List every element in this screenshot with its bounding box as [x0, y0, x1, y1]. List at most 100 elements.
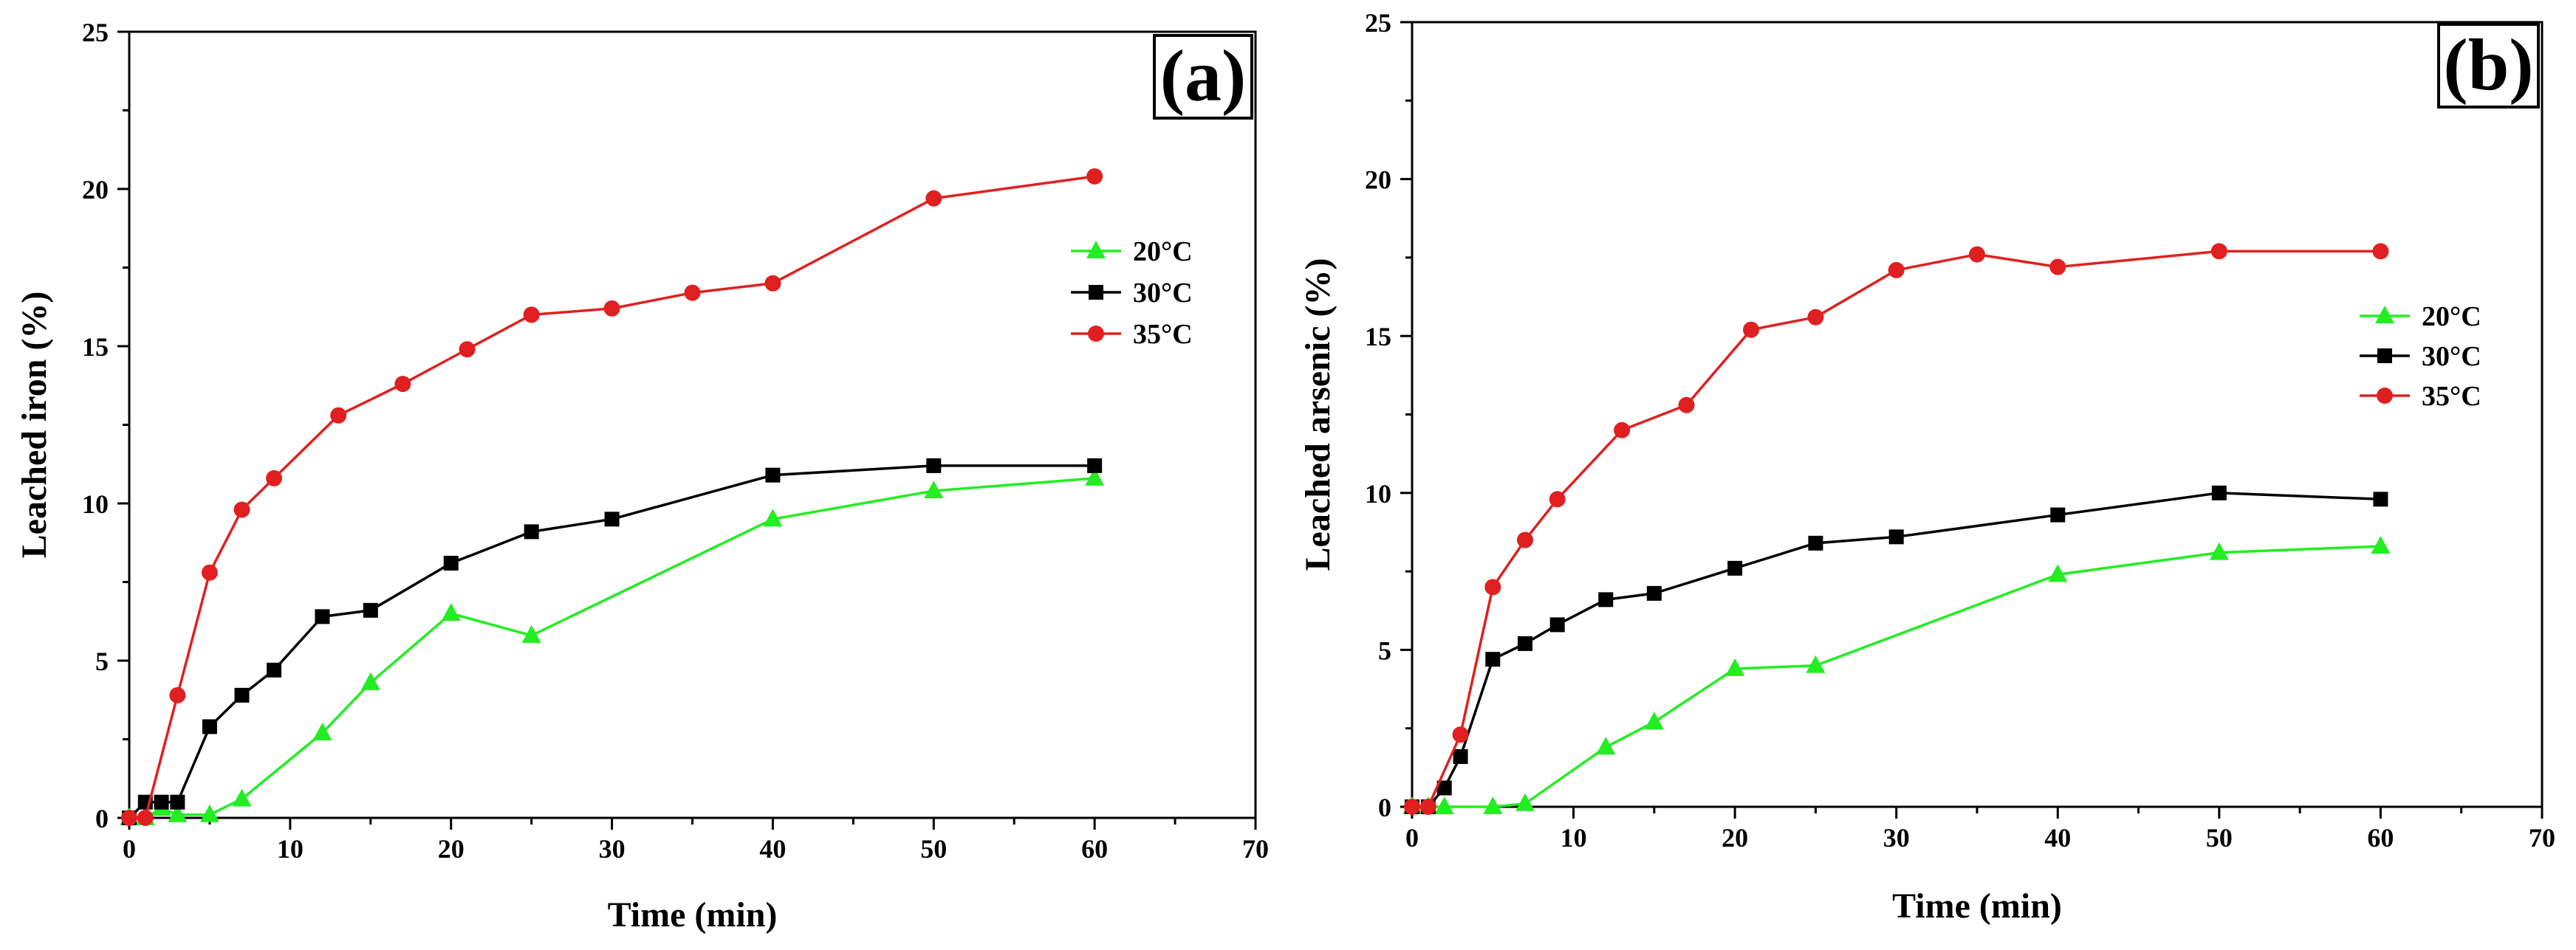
series-line: [1412, 249, 2381, 808]
data-point: [201, 564, 218, 581]
data-point: [232, 788, 252, 807]
data-point: [1806, 655, 1826, 673]
data-point: [202, 719, 217, 734]
y-tick-label: 0: [95, 804, 109, 833]
data-point: [1644, 712, 1664, 730]
panel-label: (b): [2443, 24, 2533, 106]
series-line: [1412, 545, 2381, 808]
x-tick-label: 0: [1405, 823, 1419, 853]
data-point: [312, 722, 332, 740]
data-point: [524, 524, 539, 540]
legend-label: 30°C: [1133, 278, 1193, 309]
x-tick-label: 10: [277, 834, 304, 864]
series-35c: [121, 168, 1103, 826]
legend-marker: [1086, 241, 1106, 258]
data-point: [1453, 748, 1468, 764]
data-point: [1888, 261, 1905, 278]
data-point: [1517, 531, 1533, 548]
data-point: [2050, 507, 2066, 523]
x-axis-label: Time (min): [1892, 887, 2062, 926]
data-point: [1596, 737, 1616, 755]
data-point: [523, 306, 540, 323]
y-tick-label: 10: [82, 489, 109, 519]
data-point: [1518, 636, 1532, 651]
data-point: [267, 662, 282, 678]
x-tick-label: 30: [599, 834, 626, 864]
series-30c: [1405, 485, 2388, 814]
x-tick-label: 70: [2529, 823, 2555, 853]
data-point: [1725, 658, 1745, 676]
data-point: [604, 512, 620, 527]
data-point: [459, 341, 476, 358]
data-point: [1515, 793, 1535, 811]
series-line: [129, 477, 1095, 819]
y-tick-label: 15: [82, 332, 109, 362]
data-point: [603, 300, 620, 317]
x-tick-label: 20: [1722, 823, 1748, 853]
x-tick-label: 60: [2367, 823, 2394, 853]
data-point: [1807, 309, 1824, 326]
data-point: [1419, 799, 1436, 815]
data-point: [1085, 467, 1105, 486]
chart-panel-a: 0 10 20 30 40 50 60 70 0 5 10 15 20 25 Time (min) Leach…: [15, 18, 1269, 934]
data-point: [521, 624, 541, 643]
chart-panel-b: 0 10 20 30 40 50 60 70 0 5 10 15 20 25 Time (min) Leach…: [1298, 8, 2555, 926]
data-point: [199, 804, 219, 822]
y-tick-label: 5: [95, 647, 109, 676]
y-axis-label: Leached arsenic (%): [1298, 258, 1337, 571]
x-tick-label: 10: [1561, 823, 1587, 853]
x-tick-label: 30: [1883, 823, 1910, 853]
series-35c: [1404, 243, 2389, 815]
data-point: [1969, 246, 1985, 263]
data-point: [168, 804, 188, 822]
data-point: [1484, 579, 1501, 596]
plot-frame: [1411, 21, 2544, 808]
x-tick-label: 20: [438, 834, 465, 864]
series-line: [129, 175, 1095, 819]
legend: 20°C 30°C 35°C: [2360, 301, 2481, 412]
data-point: [1646, 585, 1662, 601]
legend-marker: [2377, 388, 2393, 404]
data-point: [1434, 796, 1454, 814]
y-tick-label: 25: [82, 18, 109, 47]
legend-label: 35°C: [1133, 319, 1193, 350]
series-30c: [122, 458, 1103, 825]
panel-label-box: [2437, 23, 2540, 109]
x-tick-label: 50: [920, 834, 947, 864]
data-point: [925, 190, 942, 207]
data-point: [1678, 396, 1695, 413]
y-tick-label: 5: [1378, 636, 1391, 665]
y-tick-label: 25: [1365, 8, 1391, 38]
x-axis-label: Time (min): [608, 895, 778, 934]
y-tick-label: 0: [1378, 793, 1391, 822]
data-point: [924, 480, 944, 498]
data-point: [2211, 485, 2227, 500]
data-point: [441, 603, 461, 622]
legend-marker: [2377, 348, 2392, 363]
x-tick-label: 40: [759, 834, 786, 864]
data-point: [121, 810, 137, 826]
legend-label: 20°C: [1133, 236, 1193, 267]
data-point: [1727, 560, 1743, 576]
series-20c: [1402, 536, 2391, 814]
data-point: [2373, 492, 2388, 507]
data-point: [1087, 458, 1103, 473]
data-point: [2049, 258, 2066, 275]
legend-label: 30°C: [2422, 341, 2481, 372]
legend-marker: [2375, 306, 2394, 323]
x-tick-label: 50: [2206, 823, 2233, 853]
data-point: [394, 376, 411, 393]
y-tick-label: 20: [82, 175, 109, 204]
y-tick-label: 15: [1365, 322, 1391, 351]
data-point: [137, 810, 154, 826]
data-point: [154, 794, 169, 810]
plot-frame: [128, 30, 1257, 819]
panel-label: (a): [1160, 35, 1247, 117]
data-point: [363, 602, 378, 618]
data-point: [1483, 796, 1503, 814]
x-tick-label: 70: [1242, 834, 1269, 864]
data-point: [2372, 243, 2389, 260]
data-point: [765, 467, 781, 483]
legend: 20°C 30°C 35°C: [1071, 236, 1193, 350]
data-point: [1614, 421, 1631, 438]
